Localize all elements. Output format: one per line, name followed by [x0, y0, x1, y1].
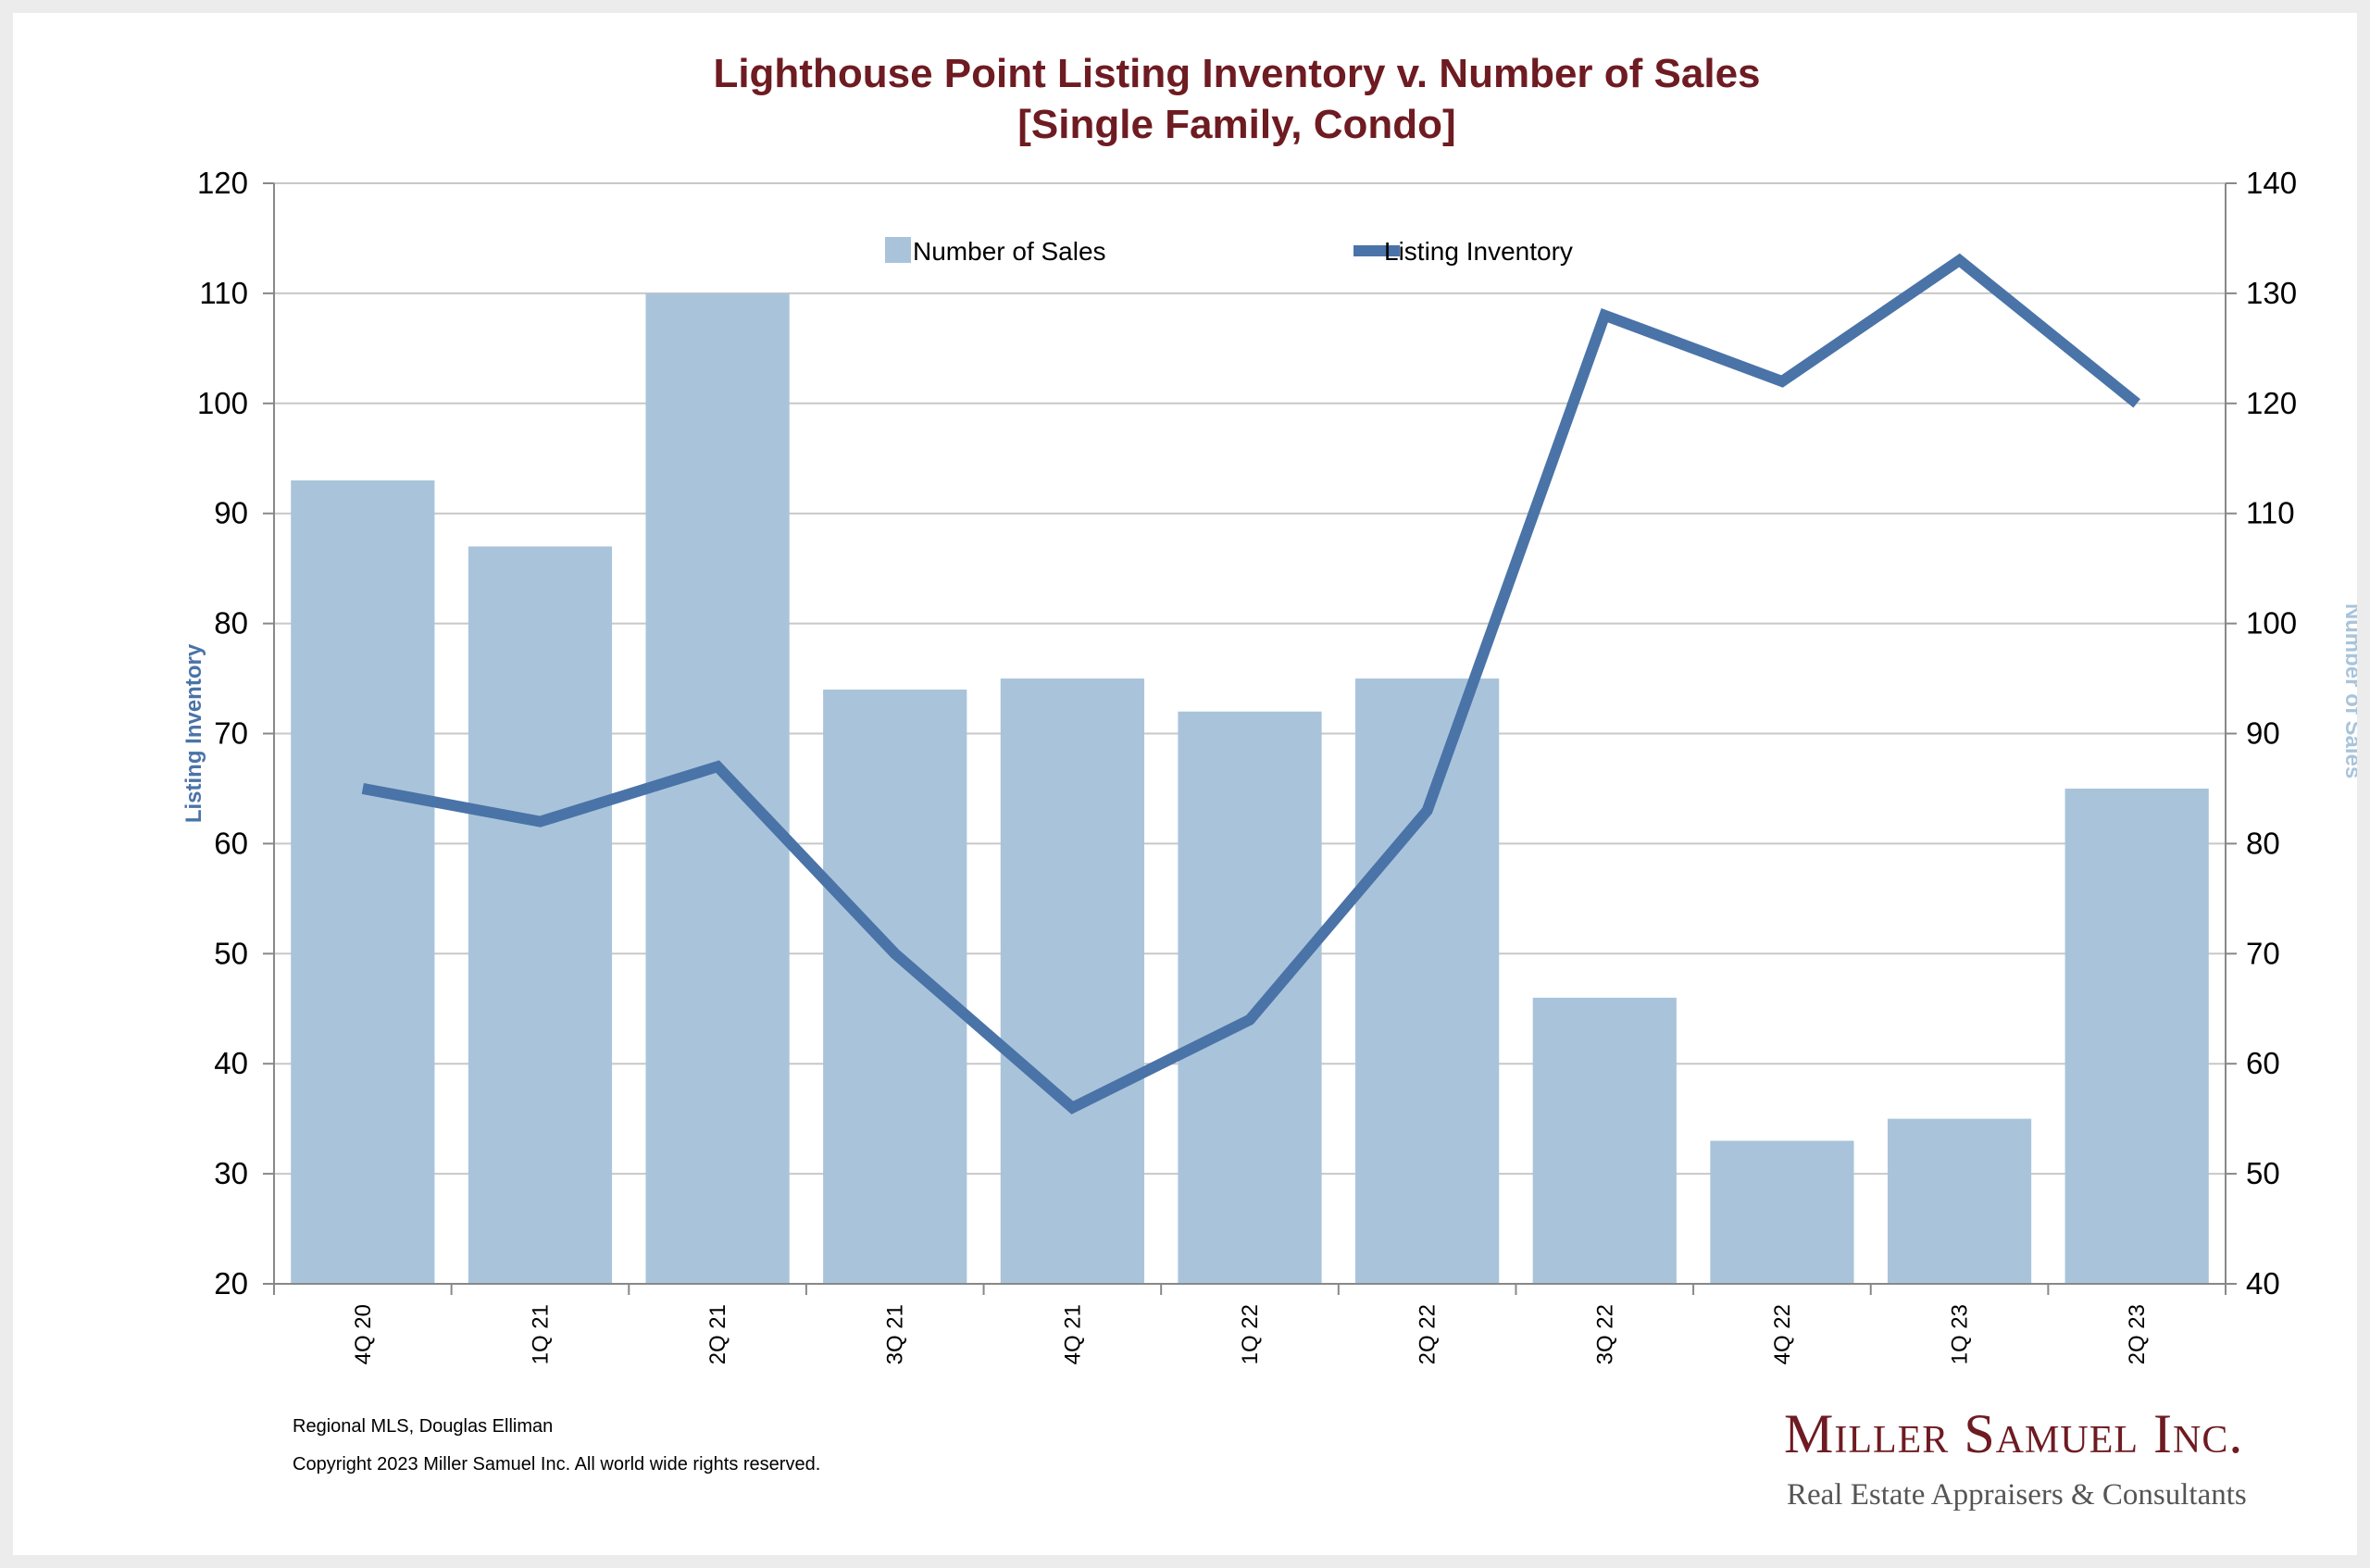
right-tick-label: 60: [2246, 1046, 2280, 1080]
bar: [468, 546, 613, 1284]
bar: [291, 480, 435, 1284]
copyright-note: Copyright 2023 Miller Samuel Inc. All wo…: [293, 1454, 821, 1475]
right-tick-label: 100: [2246, 606, 2297, 641]
right-tick-label: 40: [2246, 1266, 2280, 1300]
x-tick-label: 2Q 23: [2125, 1304, 2150, 1364]
right-tick-label: 140: [2246, 166, 2297, 200]
bar: [823, 689, 967, 1284]
legend-label-number-of-sales: Number of Sales: [913, 237, 1106, 266]
legend-swatch-number-of-sales: [885, 237, 911, 263]
axis-labels: 20 30 40 50 60 70 80 90 100 110 120 40 50 60 70 80 90 100…: [181, 166, 2357, 1364]
legend-label-listing-inventory: Listing Inventory: [1384, 237, 1573, 266]
left-tick-label: 70: [214, 716, 248, 751]
bar: [1887, 1118, 2032, 1284]
company-logo-tagline: Real Estate Appraisers & Consultants: [1787, 1478, 2247, 1512]
chart-subtitle: [Single Family, Condo]: [1017, 102, 1455, 147]
x-tick-label: 4Q 20: [351, 1304, 376, 1364]
right-tick-label: 70: [2246, 936, 2280, 970]
bar: [2064, 788, 2209, 1284]
left-tick-label: 20: [214, 1266, 248, 1300]
legend: Number of Sales Listing Inventory: [885, 237, 1573, 266]
x-tick-label: 1Q 21: [528, 1304, 553, 1364]
x-tick-label: 2Q 22: [1416, 1304, 1441, 1364]
x-tick-label: 1Q 23: [1948, 1304, 1973, 1364]
left-tick-label: 110: [199, 276, 248, 310]
chart-card: 20 30 40 50 60 70 80 90 100 110 120 40 50 60 70 80 90 100…: [13, 13, 2357, 1555]
line-series-listing-inventory: [361, 253, 2140, 1114]
right-tick-label: 80: [2246, 826, 2280, 860]
bar: [1532, 997, 1677, 1284]
right-tick-label: 130: [2246, 276, 2297, 310]
bar: [645, 292, 790, 1284]
left-tick-label: 90: [214, 496, 248, 530]
chart-area: 20 30 40 50 60 70 80 90 100 110 120 40 50 60 70 80 90 100…: [181, 51, 2357, 1364]
x-tick-label: 4Q 21: [1060, 1304, 1085, 1364]
bar: [1178, 711, 1322, 1284]
left-tick-label: 40: [214, 1046, 248, 1080]
chart-titles: Lighthouse Point Listing Inventory v. Nu…: [713, 51, 1760, 147]
left-tick-label: 30: [214, 1156, 248, 1190]
bar: [1355, 678, 1500, 1284]
right-axis-title: Number of Sales: [2340, 604, 2357, 778]
chart-title: Lighthouse Point Listing Inventory v. Nu…: [713, 51, 1760, 96]
x-tick-label: 1Q 22: [1238, 1304, 1263, 1364]
right-tick-label: 110: [2246, 496, 2295, 530]
right-tick-label: 90: [2246, 716, 2280, 751]
right-tick-label: 120: [2246, 386, 2297, 420]
left-tick-label: 120: [197, 166, 248, 200]
source-note: Regional MLS, Douglas Elliman: [293, 1416, 554, 1437]
left-axis-title: Listing Inventory: [181, 643, 206, 823]
left-tick-label: 60: [214, 826, 248, 860]
x-tick-label: 3Q 22: [1592, 1304, 1617, 1364]
right-tick-label: 50: [2246, 1156, 2280, 1190]
company-logo-name: Miller Samuel Inc.: [1784, 1403, 2244, 1464]
bar: [1000, 678, 1144, 1284]
axes: [263, 182, 2237, 1295]
x-tick-label: 3Q 21: [883, 1304, 908, 1364]
bar-series-number-of-sales: [291, 292, 2209, 1284]
left-tick-label: 50: [214, 936, 248, 970]
left-tick-label: 80: [214, 606, 248, 641]
x-tick-label: 2Q 21: [705, 1304, 730, 1364]
bar: [1710, 1140, 1854, 1284]
left-tick-label: 100: [197, 386, 248, 420]
x-tick-label: 4Q 22: [1770, 1304, 1795, 1364]
